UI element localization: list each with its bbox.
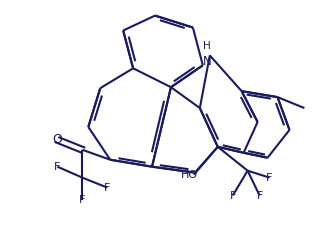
Text: F: F — [104, 183, 111, 192]
Text: HO: HO — [181, 170, 198, 180]
Text: F: F — [256, 191, 263, 201]
Text: F: F — [79, 195, 86, 205]
Text: H: H — [203, 41, 211, 51]
Text: F: F — [267, 173, 273, 183]
Text: F: F — [54, 162, 60, 172]
Text: O: O — [53, 133, 62, 146]
Text: N: N — [202, 55, 211, 68]
Text: F: F — [230, 191, 236, 201]
